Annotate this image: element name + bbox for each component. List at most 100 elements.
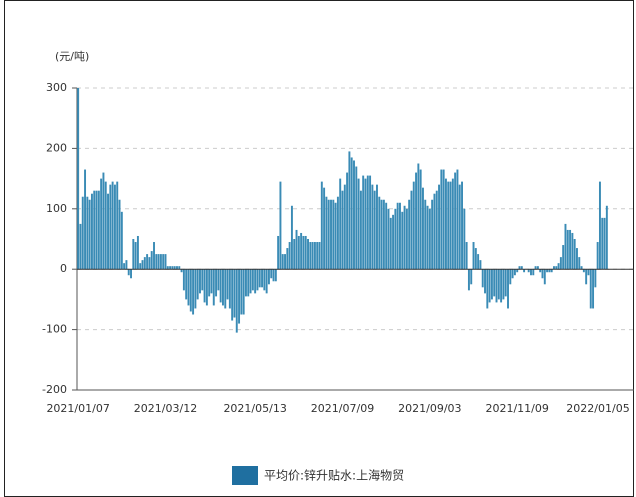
bar	[311, 242, 314, 270]
bar	[571, 232, 574, 270]
bar	[116, 181, 119, 270]
bar	[592, 269, 595, 309]
bar	[185, 269, 188, 300]
bar	[240, 269, 243, 315]
bar	[348, 151, 351, 270]
bar	[509, 269, 512, 285]
bar	[385, 202, 388, 270]
bar	[77, 88, 80, 270]
bar	[520, 266, 523, 270]
bar	[84, 169, 87, 270]
bar	[587, 269, 590, 276]
bar	[603, 217, 606, 270]
bar	[111, 181, 114, 270]
bar	[442, 169, 445, 270]
bar	[553, 266, 555, 270]
bar	[474, 248, 477, 270]
y-axis-label: (元/吨)	[55, 50, 89, 63]
bar	[507, 269, 509, 309]
bar	[155, 254, 158, 270]
bar	[86, 196, 89, 270]
bar	[148, 257, 151, 270]
bar	[419, 169, 422, 270]
bar	[479, 260, 482, 270]
bar	[410, 190, 413, 270]
bar	[596, 242, 599, 270]
bar	[141, 260, 144, 270]
bar	[373, 190, 376, 270]
bar	[212, 269, 215, 306]
bar	[130, 269, 132, 279]
bar	[564, 223, 567, 270]
bar	[447, 181, 450, 270]
bar	[244, 269, 247, 297]
bar	[208, 269, 211, 297]
bar	[166, 266, 169, 270]
bar	[132, 239, 135, 270]
bar	[307, 239, 309, 270]
bar	[162, 254, 165, 270]
bar	[415, 172, 418, 270]
bar	[371, 184, 374, 270]
bar	[277, 235, 280, 270]
bar	[249, 269, 252, 294]
bar	[481, 269, 484, 288]
bar	[256, 269, 259, 291]
y-tick-label: -200	[42, 383, 67, 396]
bar	[382, 199, 385, 270]
bar	[293, 239, 296, 270]
bar	[518, 266, 521, 270]
bar	[497, 269, 500, 300]
bar	[164, 254, 167, 270]
bar	[136, 235, 139, 270]
bar	[364, 178, 367, 270]
bar	[194, 269, 197, 309]
bar	[127, 269, 130, 276]
bar	[297, 235, 300, 270]
bar	[341, 190, 344, 270]
bar	[272, 269, 275, 282]
bar	[580, 266, 583, 270]
bar	[500, 269, 503, 303]
bar	[120, 211, 123, 270]
bar	[569, 229, 572, 270]
bar	[359, 190, 362, 270]
bar	[458, 184, 461, 270]
bar	[532, 269, 535, 276]
bar	[104, 181, 107, 270]
bar	[396, 202, 399, 270]
bar	[511, 269, 514, 279]
bar	[286, 248, 289, 270]
bar	[389, 217, 392, 270]
bar	[369, 175, 372, 270]
bar	[143, 257, 146, 270]
bar	[210, 269, 213, 294]
bar	[598, 181, 601, 270]
x-tick-label: 2022/01/05	[566, 402, 629, 415]
bar	[171, 266, 174, 270]
bar	[173, 266, 176, 270]
bar	[150, 251, 153, 270]
legend-swatch	[232, 466, 258, 485]
bar	[215, 269, 218, 297]
bar	[222, 269, 224, 306]
bar	[461, 181, 463, 270]
bar	[546, 269, 549, 273]
bar	[433, 193, 436, 270]
bar	[313, 242, 316, 270]
bar	[281, 254, 284, 270]
bar	[605, 205, 608, 270]
bar	[159, 254, 162, 270]
bar	[405, 208, 408, 270]
bar	[530, 269, 532, 276]
bar	[449, 181, 452, 270]
bar	[79, 223, 82, 270]
bar	[233, 269, 236, 318]
bar	[192, 269, 195, 315]
bar	[125, 260, 128, 270]
bar	[576, 248, 578, 270]
bar	[543, 269, 546, 285]
bar	[274, 269, 277, 282]
bar	[258, 269, 261, 288]
bar	[467, 269, 470, 291]
